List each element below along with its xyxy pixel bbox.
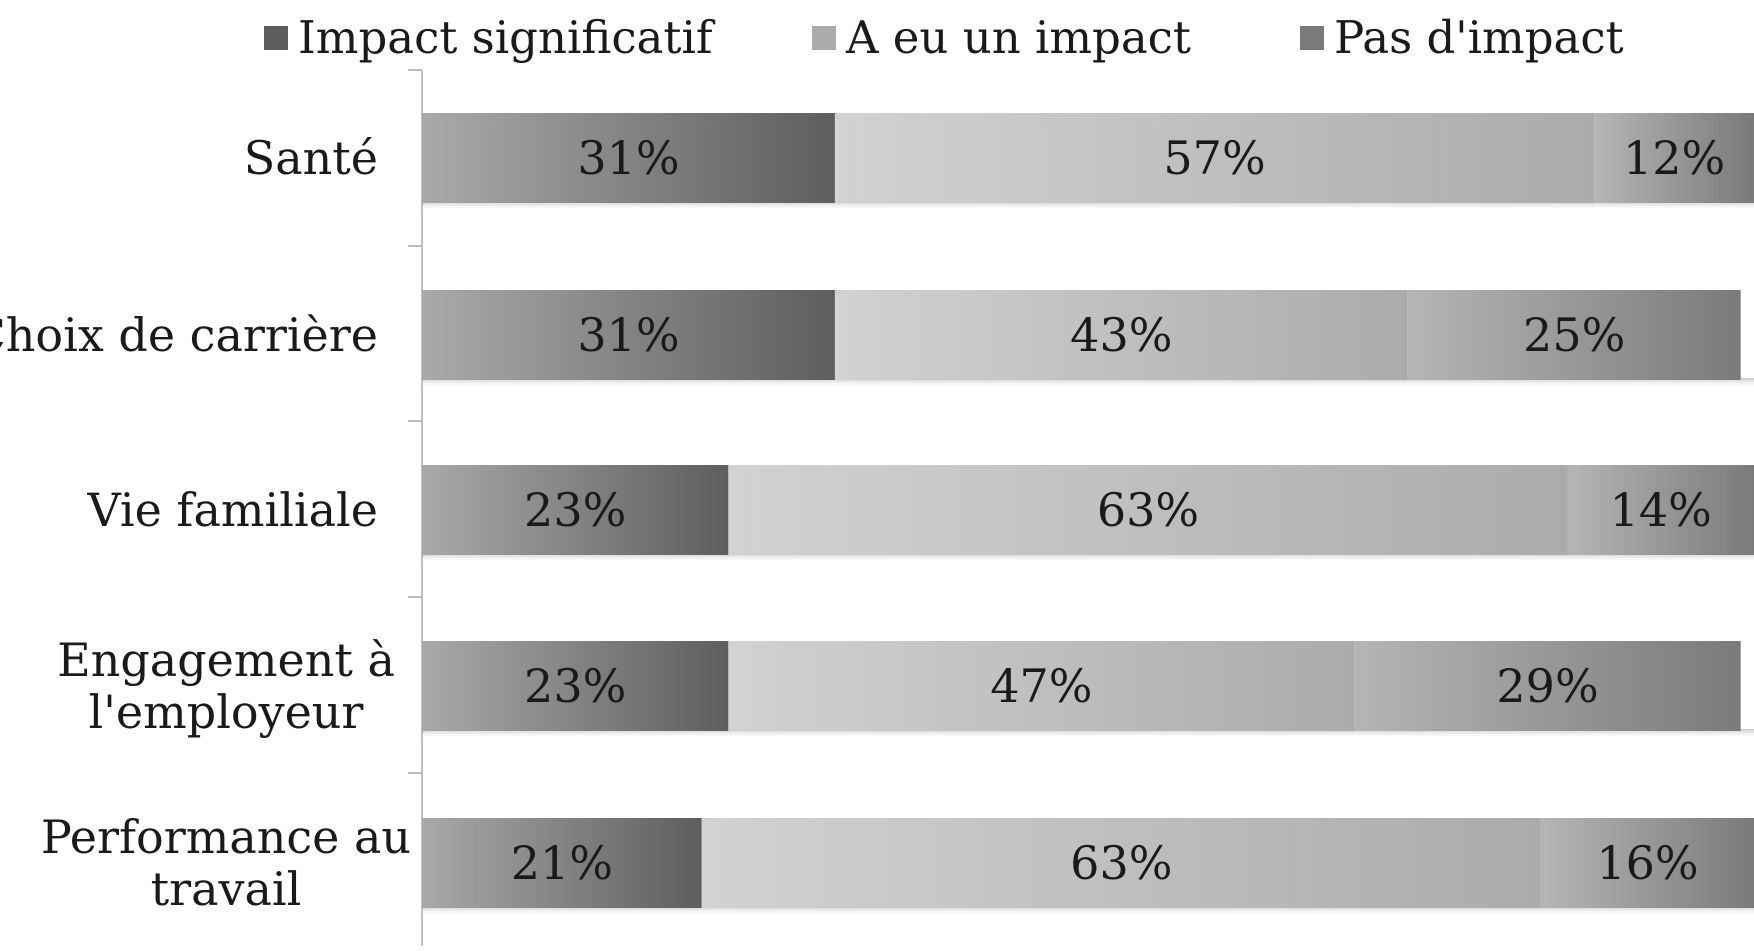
bar-segment-impact-significatif: [422, 818, 702, 908]
category-label-line: travail: [151, 862, 302, 916]
category-label-sante: Santé: [244, 131, 378, 185]
bar-segment-impact-significatif: [422, 113, 835, 203]
legend-label-pas-d-impact: Pas d'impact: [1334, 11, 1624, 64]
legend-label-impact-significatif: Impact significatif: [298, 11, 716, 64]
bar-segment-impact-significatif: [422, 465, 729, 555]
data-label: 12%: [1623, 131, 1725, 185]
bar-segment-pas-d-impact: [1567, 465, 1754, 555]
category-labels: Santé Choix de carrière Vie familiale Engag…: [0, 131, 411, 916]
data-label: 25%: [1523, 308, 1625, 362]
bar-segment-impact-significatif: [422, 641, 729, 731]
category-label-engagement-a-l-employeur: Engagement àl'employeur: [57, 633, 395, 739]
bar-shadow: [422, 729, 1754, 739]
bar-shadow: [422, 378, 1754, 388]
category-label-line: Choix de carrière: [0, 308, 378, 362]
data-label: 31%: [577, 308, 679, 362]
bar-row-sante: 31% 57% 12%: [422, 113, 1754, 211]
bar-row-performance-au-travail: 21% 63% 16%: [422, 818, 1754, 916]
data-label: 43%: [1070, 308, 1172, 362]
bar-segment-pas-d-impact: [1594, 113, 1754, 203]
data-label: 31%: [577, 131, 679, 185]
bar-shadow: [422, 553, 1754, 563]
data-label: 23%: [524, 483, 626, 537]
bar-shadow: [422, 201, 1754, 211]
data-label: 23%: [524, 659, 626, 713]
bar-row-choix-de-carriere: 31% 43% 25%: [422, 290, 1754, 388]
category-label-line: Performance au: [41, 810, 411, 864]
bar-segment-a-eu-un-impact: [728, 465, 1568, 555]
bar-segment-a-eu-un-impact: [701, 818, 1541, 908]
category-label-vie-familiale: Vie familiale: [86, 483, 378, 537]
data-label: 57%: [1163, 131, 1265, 185]
bar-segment-impact-significatif: [422, 290, 835, 380]
legend-label-a-eu-un-impact: A eu un impact: [845, 11, 1191, 64]
bar-segment-pas-d-impact: [1407, 290, 1741, 380]
legend-swatch-a-eu-un-impact: [812, 26, 836, 50]
data-label: 16%: [1596, 836, 1698, 890]
legend-item-impact-significatif: Impact significatif: [264, 11, 716, 64]
bar-row-vie-familiale: 23% 63% 14%: [422, 465, 1754, 563]
category-label-line: Santé: [244, 131, 378, 185]
bar-segment-pas-d-impact: [1354, 641, 1741, 731]
bars: 31% 57% 12% 31% 43% 25% 23% 63% 14% 23% 47% 29% 21% 6…: [422, 113, 1754, 916]
legend-item-pas-d-impact: Pas d'impact: [1300, 11, 1624, 64]
bar-segment-a-eu-un-impact: [834, 290, 1408, 380]
bar-segment-a-eu-un-impact: [834, 113, 1595, 203]
category-label-line: l'employeur: [89, 685, 364, 739]
legend-swatch-pas-d-impact: [1300, 26, 1324, 50]
data-label: 14%: [1610, 483, 1712, 537]
legend: Impact significatif A eu un impact Pas d'i…: [264, 11, 1624, 64]
data-label: 21%: [511, 836, 613, 890]
category-label-line: Engagement à: [57, 633, 395, 687]
category-label-choix-de-carriere: Choix de carrière: [0, 308, 378, 362]
bar-shadow: [422, 906, 1754, 916]
bar-segment-a-eu-un-impact: [728, 641, 1355, 731]
category-label-line: Vie familiale: [86, 483, 378, 537]
data-label: 63%: [1097, 483, 1199, 537]
bar-segment-pas-d-impact: [1540, 818, 1754, 908]
bar-row-engagement-a-l-employeur: 23% 47% 29%: [422, 641, 1754, 739]
data-label: 63%: [1070, 836, 1172, 890]
legend-swatch-impact-significatif: [264, 26, 288, 50]
legend-item-a-eu-un-impact: A eu un impact: [812, 11, 1191, 64]
data-label: 47%: [990, 659, 1092, 713]
data-label: 29%: [1496, 659, 1598, 713]
